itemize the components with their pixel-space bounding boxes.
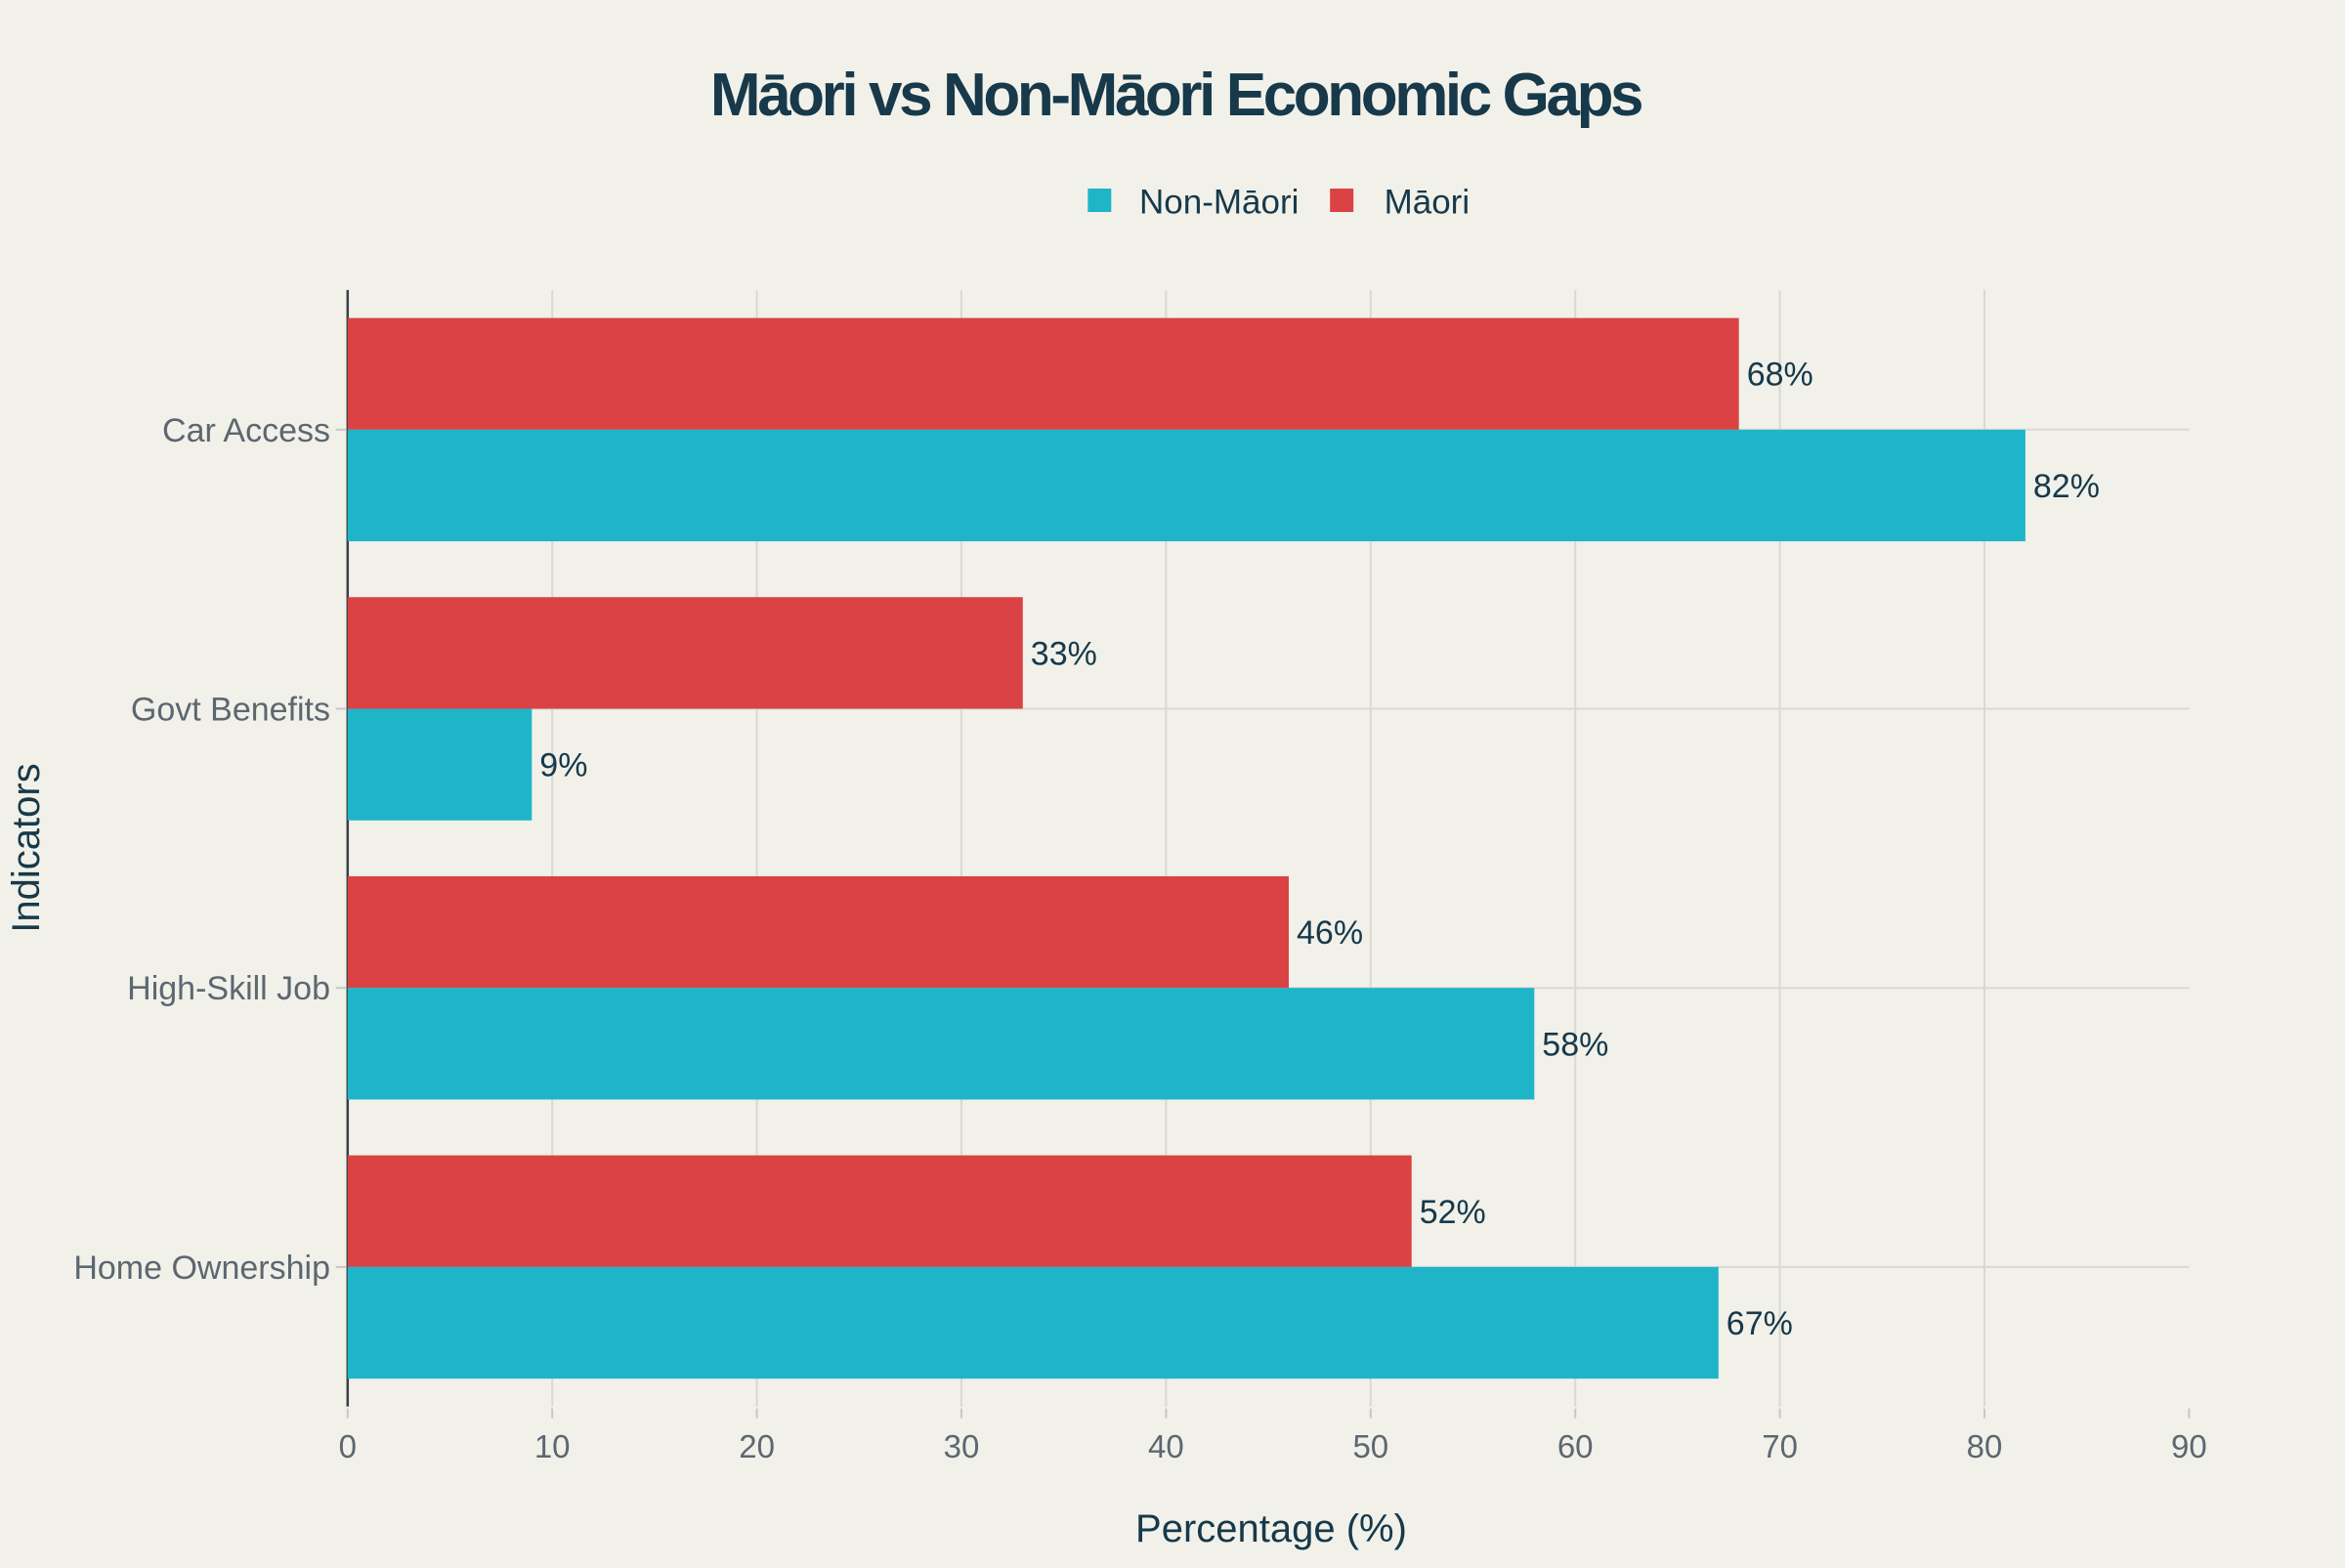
svg-text:Non-Māori: Non-Māori — [1139, 183, 1299, 221]
svg-text:Car Access: Car Access — [162, 412, 330, 449]
svg-text:Govt Benefits: Govt Benefits — [131, 692, 330, 729]
svg-text:33%: 33% — [1031, 635, 1097, 672]
svg-text:Māori vs Non-Māori Economic Ga: Māori vs Non-Māori Economic Gaps — [710, 62, 1642, 129]
svg-text:Māori: Māori — [1385, 183, 1471, 221]
svg-text:Percentage (%): Percentage (%) — [1135, 1507, 1407, 1550]
svg-text:Home Ownership: Home Ownership — [73, 1250, 330, 1287]
svg-text:58%: 58% — [1542, 1026, 1608, 1063]
svg-text:80: 80 — [1967, 1428, 2003, 1464]
svg-text:High-Skill Job: High-Skill Job — [127, 970, 330, 1007]
svg-text:46%: 46% — [1297, 914, 1363, 952]
svg-text:90: 90 — [2171, 1428, 2207, 1464]
svg-text:60: 60 — [1557, 1428, 1594, 1464]
svg-text:70: 70 — [1762, 1428, 1798, 1464]
svg-text:82%: 82% — [2033, 468, 2100, 505]
svg-text:52%: 52% — [1420, 1194, 1486, 1231]
svg-text:50: 50 — [1352, 1428, 1388, 1464]
svg-text:20: 20 — [739, 1428, 775, 1464]
svg-text:40: 40 — [1148, 1428, 1184, 1464]
svg-text:0: 0 — [339, 1428, 357, 1464]
svg-text:68%: 68% — [1747, 357, 1813, 394]
svg-text:9%: 9% — [539, 747, 587, 784]
svg-text:30: 30 — [944, 1428, 980, 1464]
svg-text:67%: 67% — [1727, 1305, 1793, 1342]
svg-text:10: 10 — [534, 1428, 571, 1464]
svg-text:Indicators: Indicators — [5, 763, 48, 932]
